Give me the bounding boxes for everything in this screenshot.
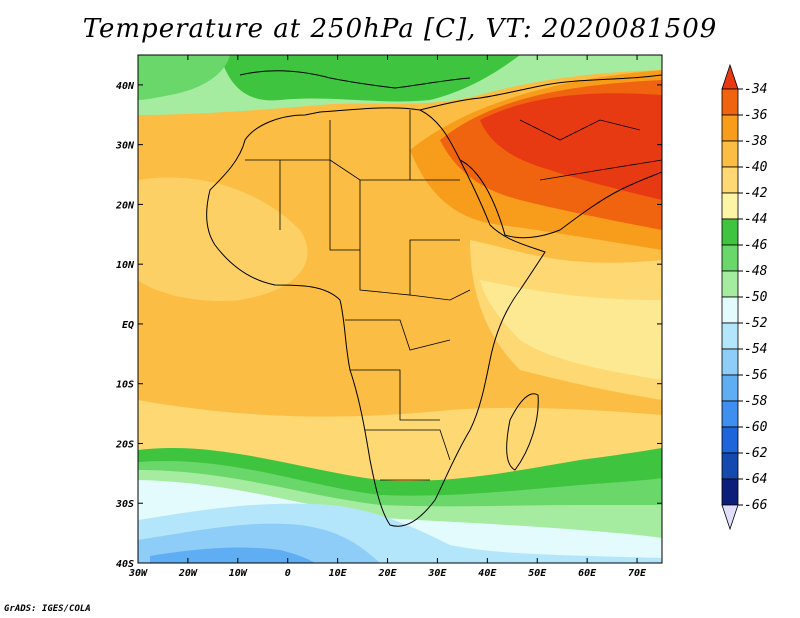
lat-tick-label: 30S: [115, 499, 134, 510]
lon-tick-label: 30E: [427, 568, 447, 579]
lon-tick-label: 40E: [478, 568, 497, 579]
colorbar-box: [721, 348, 739, 376]
credit-text: GrADS: IGES/COLA: [4, 604, 91, 614]
colorbar-label: -56: [744, 368, 768, 383]
colorbar-box: [721, 478, 739, 506]
lat-tick-label: 20N: [115, 200, 135, 211]
lat-tick-label: 20S: [115, 439, 134, 450]
colorbar-box: [721, 192, 739, 220]
lon-tick-label: 10W: [229, 568, 248, 579]
colorbar-label: -44: [744, 212, 767, 227]
colorbar-label: -40: [744, 160, 768, 175]
map-title: Temperature at 250hPa [C], VT: 202008150…: [82, 14, 718, 44]
colorbar-label: -46: [744, 238, 768, 253]
colorbar-label: -38: [744, 134, 768, 149]
coastlines: [206, 70, 662, 527]
colorbar-box: [721, 270, 739, 298]
country-borders: [245, 110, 662, 481]
colorbar-label: -36: [744, 108, 768, 123]
lat-tick-label: EQ: [122, 320, 134, 331]
colorbar-box: [721, 452, 739, 480]
colorbar-box: [721, 244, 739, 272]
colorbar-box: [721, 166, 739, 194]
colorbar-label: -58: [744, 394, 768, 409]
colorbar-box: [721, 218, 739, 246]
colorbar-label: -62: [744, 446, 768, 461]
lon-tick-label: 20W: [178, 568, 198, 579]
colorbar-box: [721, 140, 739, 168]
lon-tick-label: 50E: [528, 568, 547, 579]
colorbar-box: [721, 374, 739, 402]
axis-ticks: 30W 20W 10W 0 10E 20E 30E 40E 50E 60E 70E 40N 30N 20N…: [115, 55, 662, 579]
lat-tick-label: 10N: [116, 260, 135, 271]
lat-tick-label: 30N: [115, 141, 135, 152]
map-frame: [137, 54, 663, 564]
colorbar-label: -64: [744, 472, 767, 487]
colorbar-box: [721, 296, 739, 324]
colorbar-label: -48: [744, 264, 768, 279]
lon-tick-label: 0: [285, 568, 291, 579]
colorbar-box: [721, 322, 739, 350]
lon-tick-label: 10E: [329, 568, 348, 579]
colorbar-box: [721, 426, 739, 454]
lat-tick-label: 10S: [116, 380, 134, 391]
colorbar-label: -60: [744, 420, 768, 435]
colorbar-label: -50: [744, 290, 768, 305]
lon-tick-label: 30W: [128, 568, 148, 579]
lat-tick-label: 40N: [116, 81, 135, 92]
colorbar-box: [721, 88, 739, 116]
colorbar-label: -42: [744, 186, 768, 201]
colorbar-box: [721, 400, 739, 428]
colorbar-label: -54: [744, 342, 767, 357]
colorbar: -34 -36 -38 -40 -42 -44 -46 -48 -50 -52 -54 -56 -58 -…: [721, 63, 768, 531]
lon-tick-label: 60E: [578, 568, 597, 579]
colorbar-box: [721, 114, 739, 142]
colorbar-label: -52: [744, 316, 768, 331]
colorbar-top-arrow: [721, 63, 739, 90]
lon-tick-label: 70E: [628, 568, 647, 579]
colorbar-label: -66: [744, 498, 768, 513]
colorbar-bottom-arrow: [721, 504, 739, 531]
lon-tick-label: 20E: [377, 568, 397, 579]
lat-tick-label: 40S: [116, 559, 134, 570]
temperature-field: [138, 55, 662, 563]
colorbar-label: -34: [744, 82, 767, 97]
